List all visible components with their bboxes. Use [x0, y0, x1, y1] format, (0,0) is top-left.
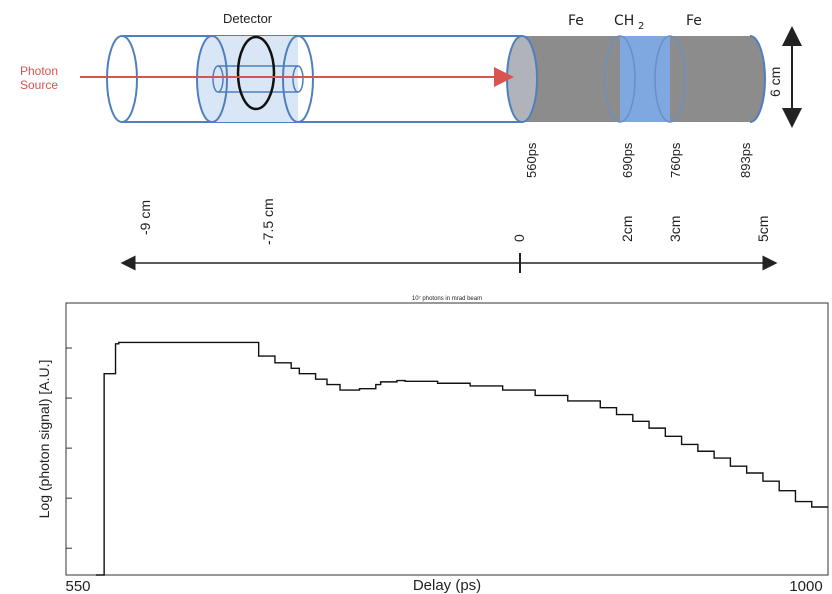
signal-chart: 10⁷ photons in mrad beam Delay (ps) Log … — [36, 295, 829, 594]
y-axis-label: Log (photon signal) [A.U.] — [36, 360, 52, 519]
height-label: 6 cm — [767, 67, 783, 97]
material-label-fe-2: Fe — [686, 13, 702, 29]
time-label-893: 893ps — [738, 142, 753, 178]
material-label-ch: CH — [614, 13, 634, 29]
chart-title: 10⁷ photons in mrad beam — [412, 295, 482, 302]
time-label-690: 690ps — [620, 142, 635, 178]
x-tick-label-550: 550 — [65, 578, 90, 594]
x-axis-label: Delay (ps) — [413, 577, 481, 594]
detector-left-ring — [196, 35, 228, 123]
position-label-minus9: -9 cm — [137, 200, 153, 235]
detector-inner-tube-left — [212, 65, 224, 93]
detector-inner-tube-right — [292, 65, 304, 93]
chart-frame — [65, 302, 829, 576]
position-label-zero: 0 — [511, 234, 527, 242]
detector-ring — [236, 35, 276, 111]
ch2-fe-boundary — [654, 35, 686, 123]
fe-ch2-boundary — [604, 35, 636, 123]
position-label-3cm: 3cm — [667, 216, 683, 242]
ch2-block — [620, 36, 670, 122]
detector-label: Detector — [223, 11, 273, 26]
material-label-ch-subscript: 2 — [638, 21, 644, 32]
setup-diagram: Detector Fe CH 2 Fe Photon Source 6 cm 5… — [20, 11, 802, 273]
fe-block-1 — [522, 36, 620, 122]
signal-series-line — [96, 341, 828, 576]
source-label-line2: Source — [20, 78, 58, 92]
material-label-fe-1: Fe — [568, 13, 584, 29]
time-label-760: 760ps — [668, 142, 683, 178]
position-label-minus7-5: -7.5 cm — [260, 198, 276, 245]
time-label-560: 560ps — [524, 142, 539, 178]
target-front-face — [506, 35, 538, 123]
position-label-2cm: 2cm — [619, 216, 635, 242]
target-back-face — [749, 35, 766, 123]
chart-marks: 550 1000 — [65, 341, 828, 594]
x-tick-label-1000: 1000 — [789, 578, 822, 594]
detector-right-ring — [282, 35, 314, 123]
cylinder-left-end — [106, 35, 138, 123]
fe-block-2 — [670, 36, 750, 122]
position-label-5cm: 5cm — [755, 216, 771, 242]
source-label-line1: Photon — [20, 64, 58, 78]
